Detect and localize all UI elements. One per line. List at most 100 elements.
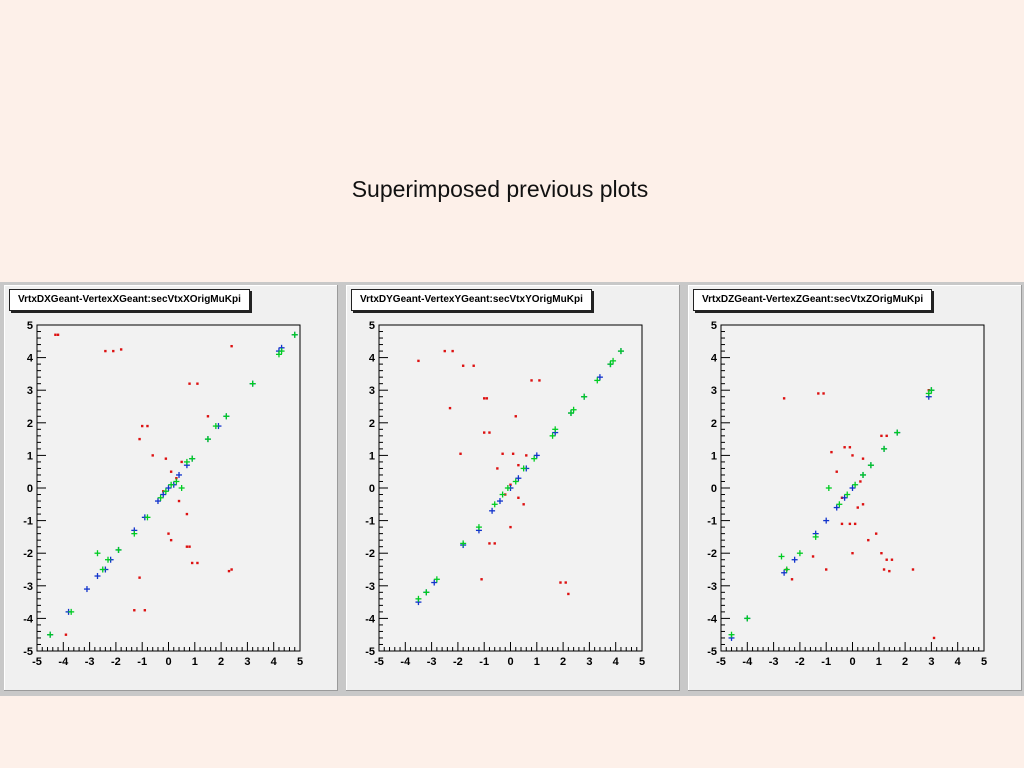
data-point-red bbox=[227, 569, 231, 573]
data-point-red bbox=[888, 569, 891, 573]
data-point-green bbox=[581, 393, 588, 400]
data-point-red bbox=[517, 496, 520, 499]
data-point-green bbox=[144, 514, 151, 521]
data-point-green bbox=[278, 348, 285, 355]
x-tick-label: -2 bbox=[453, 656, 463, 668]
y-tick-label: 0 bbox=[369, 483, 375, 495]
x-tick-label: -4 bbox=[58, 656, 69, 668]
data-point-red bbox=[483, 431, 486, 434]
data-point-green bbox=[183, 458, 190, 465]
data-point-green bbox=[610, 357, 617, 364]
x-tick-label: -4 bbox=[400, 656, 411, 668]
y-tick-label: -1 bbox=[23, 516, 33, 528]
data-point-green bbox=[520, 465, 527, 472]
data-point-red bbox=[782, 397, 786, 400]
canvas-strip: -5 -4 -3 -2 -1 0 1 2 3 4 5 -5 -4 -3 -2 -1 0 1 2 3 4 5 VrtxDXG… bbox=[0, 282, 1024, 696]
data-point-green bbox=[778, 553, 785, 560]
data-point-red bbox=[880, 434, 883, 438]
x-tick-label: 1 bbox=[876, 656, 882, 668]
data-point-red bbox=[851, 552, 854, 555]
data-point-red bbox=[856, 506, 859, 509]
scatter-plot-dz: -5 -4 -3 -2 -1 0 1 2 3 4 5 -5 -4 -3 -2 -1 0 1 2 3 4 5 bbox=[707, 320, 987, 668]
data-point-red bbox=[485, 397, 489, 400]
data-point-blue bbox=[165, 485, 172, 491]
data-point-red bbox=[911, 568, 915, 571]
data-point-red bbox=[112, 349, 115, 353]
plot-pad-dz: -5 -4 -3 -2 -1 0 1 2 3 4 5 -5 -4 -3 -2 -1 0 1 2 3 4 5 VrtxDZG… bbox=[688, 285, 1022, 691]
data-point-red bbox=[196, 382, 199, 385]
data-point-green bbox=[796, 550, 803, 557]
data-point-green bbox=[460, 540, 467, 547]
data-point-red bbox=[817, 392, 820, 395]
x-tick-label: 2 bbox=[218, 656, 224, 668]
x-tick-label: -1 bbox=[821, 656, 831, 668]
data-point-green bbox=[552, 426, 559, 433]
data-point-green bbox=[744, 615, 751, 622]
data-point-red bbox=[185, 512, 189, 516]
data-point-red bbox=[874, 532, 878, 535]
y-tick-label: -2 bbox=[707, 548, 717, 560]
y-tick-label: 3 bbox=[711, 385, 717, 397]
data-point-red bbox=[880, 552, 883, 555]
data-point-green bbox=[594, 377, 601, 384]
x-tick-label: 5 bbox=[981, 656, 987, 668]
x-tick-label: -1 bbox=[137, 656, 147, 668]
slide-title: Superimposed previous plots bbox=[351, 176, 649, 202]
data-point-green bbox=[881, 445, 888, 452]
x-tick-label: 4 bbox=[613, 656, 620, 668]
data-point-green bbox=[68, 608, 75, 615]
data-point-green bbox=[867, 462, 874, 469]
data-point-green bbox=[47, 631, 54, 638]
data-point-red bbox=[177, 499, 181, 503]
data-point-blue bbox=[823, 517, 830, 524]
data-point-red bbox=[493, 542, 496, 545]
data-point-red bbox=[567, 592, 570, 596]
data-point-green bbox=[499, 491, 506, 498]
x-tick-label: 4 bbox=[271, 656, 278, 668]
x-tick-label: 2 bbox=[902, 656, 908, 668]
data-point-red bbox=[861, 503, 865, 506]
data-point-red bbox=[164, 457, 168, 460]
x-tick-label: 2 bbox=[560, 656, 566, 668]
data-point-red bbox=[932, 636, 936, 640]
x-tick-label: -2 bbox=[795, 656, 805, 668]
data-point-red bbox=[169, 470, 173, 473]
data-point-green bbox=[204, 436, 211, 443]
x-tick-label: 3 bbox=[244, 656, 250, 668]
data-point-red bbox=[885, 558, 888, 561]
y-tick-label: -5 bbox=[365, 646, 375, 658]
x-tick-label: 0 bbox=[165, 656, 171, 668]
data-point-red bbox=[119, 348, 123, 351]
data-point-red bbox=[830, 450, 833, 454]
data-point-blue bbox=[533, 452, 540, 459]
data-point-red bbox=[496, 467, 499, 470]
data-point-red bbox=[167, 532, 170, 535]
data-point-red bbox=[54, 333, 57, 336]
y-tick-label: -3 bbox=[23, 581, 33, 593]
data-point-red bbox=[885, 434, 888, 438]
plot-title-dx: VrtxDXGeant-VertexXGeant:secVtxXOrigMuKp… bbox=[9, 289, 250, 311]
data-point-red bbox=[461, 364, 465, 367]
x-tick-label: 4 bbox=[955, 656, 962, 668]
x-tick-label: 0 bbox=[507, 656, 513, 668]
data-point-red bbox=[133, 609, 136, 612]
y-tick-label: 5 bbox=[369, 320, 375, 332]
data-point-red bbox=[530, 379, 533, 382]
data-point-green bbox=[531, 455, 538, 462]
data-point-red bbox=[206, 415, 210, 418]
data-point-red bbox=[472, 364, 475, 367]
data-point-red bbox=[843, 446, 846, 449]
x-tick-label: 1 bbox=[534, 656, 540, 668]
y-tick-label: -5 bbox=[707, 646, 717, 658]
data-point-green bbox=[475, 524, 482, 531]
data-point-red bbox=[867, 538, 870, 542]
y-tick-label: 4 bbox=[27, 353, 34, 365]
data-point-red bbox=[488, 431, 491, 434]
data-point-red bbox=[509, 483, 512, 486]
data-point-red bbox=[890, 558, 894, 561]
data-point-red bbox=[138, 437, 141, 441]
data-point-green bbox=[928, 387, 935, 394]
data-point-blue bbox=[94, 573, 101, 580]
data-point-green bbox=[212, 423, 219, 430]
x-tick-label: -2 bbox=[111, 656, 121, 668]
